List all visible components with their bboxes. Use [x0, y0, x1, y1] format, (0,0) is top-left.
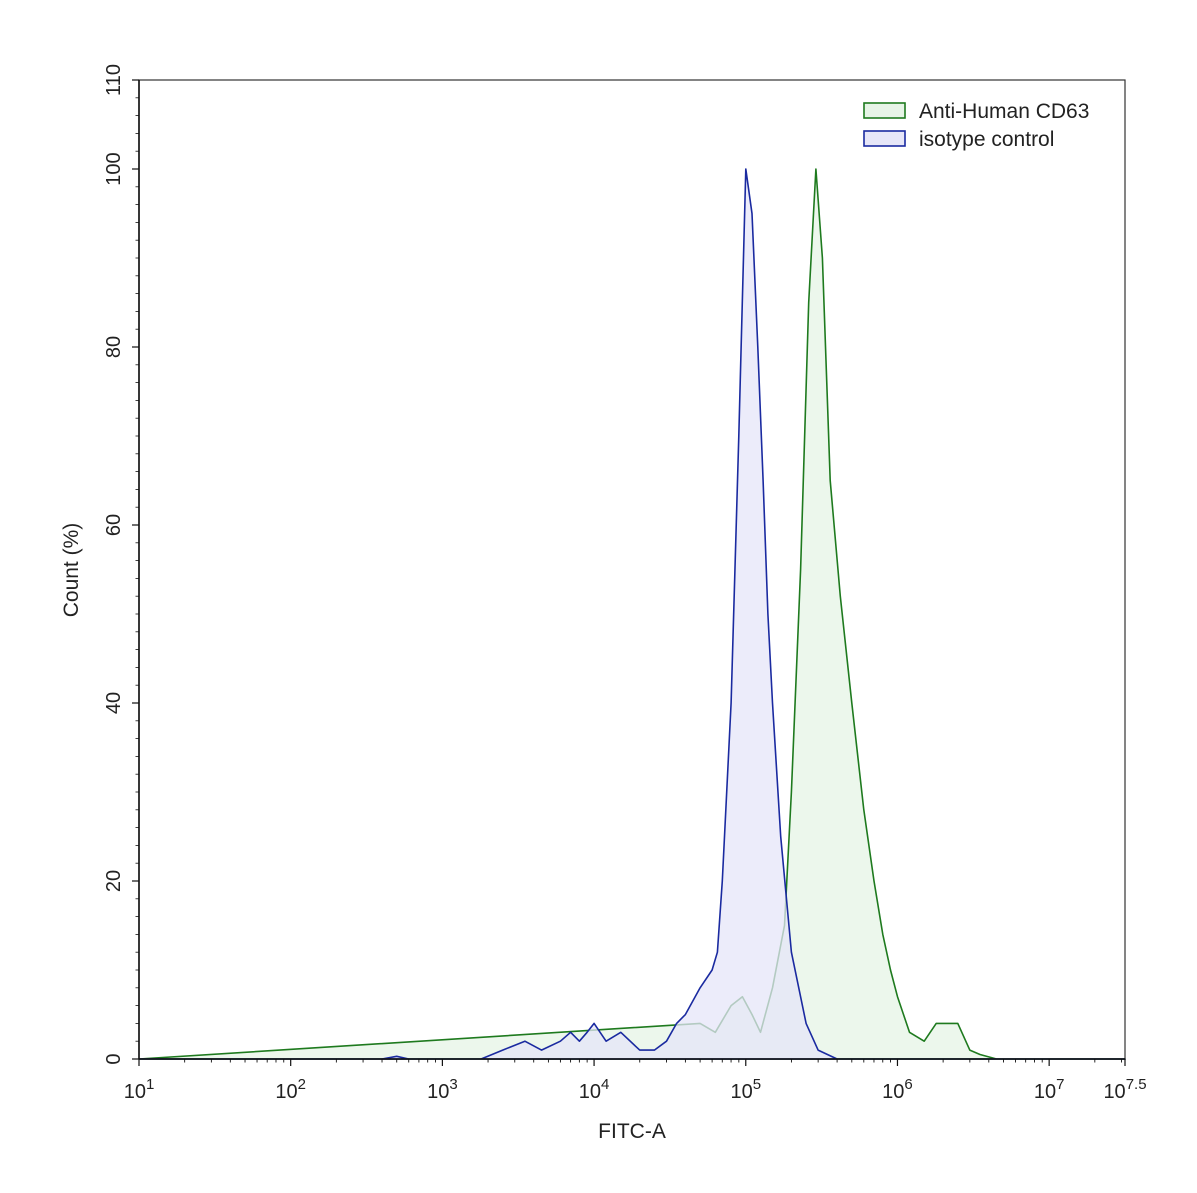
y-tick-label: 40 — [103, 692, 125, 714]
y-tick-label: 20 — [103, 870, 125, 892]
x-tick-label: 102 — [275, 1076, 306, 1103]
series-area-2 — [138, 168, 1126, 1060]
plot-frame — [138, 79, 1126, 1060]
y-tick-label: 100 — [103, 152, 125, 185]
legend-swatch — [863, 130, 906, 147]
x-tick-label: 105 — [730, 1076, 761, 1103]
x-tick-label: 103 — [427, 1076, 458, 1103]
x-axis-label: FITC-A — [598, 1120, 666, 1143]
x-tick-label: 104 — [579, 1076, 610, 1103]
x-tick-label: 101 — [124, 1076, 155, 1103]
legend-swatch — [863, 102, 906, 119]
legend-label: Anti-Human CD63 — [919, 100, 1089, 123]
y-tick-label: 60 — [103, 514, 125, 536]
y-tick-label: 80 — [103, 336, 125, 358]
x-tick-label: 107.5 — [1103, 1076, 1146, 1103]
series-area-1 — [138, 168, 1126, 1060]
x-tick-label: 107 — [1034, 1076, 1065, 1103]
y-tick-label: 110 — [103, 64, 125, 96]
x-tick-label: 106 — [882, 1076, 913, 1103]
y-axis-label: Count (%) — [60, 523, 83, 618]
y-tick-label: 0 — [103, 1053, 125, 1064]
legend-label: isotype control — [919, 128, 1054, 151]
